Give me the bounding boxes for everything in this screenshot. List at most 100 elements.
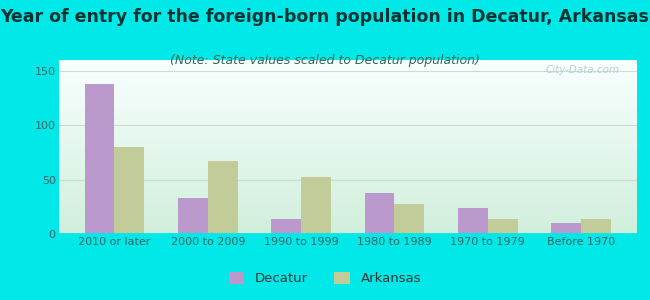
Bar: [58, 164, 637, 166]
Bar: [58, 70, 637, 72]
Bar: [58, 81, 637, 82]
Bar: [271, 219, 301, 234]
Bar: [58, 207, 637, 208]
Bar: [58, 208, 637, 210]
Bar: [58, 90, 637, 91]
Bar: [58, 119, 637, 120]
Bar: [58, 108, 637, 109]
Bar: [58, 171, 637, 172]
Bar: [58, 174, 637, 175]
Bar: [58, 199, 637, 200]
Bar: [58, 84, 637, 86]
Bar: [58, 115, 637, 116]
Bar: [58, 224, 637, 225]
Bar: [58, 202, 637, 203]
Bar: [58, 159, 637, 160]
Bar: [58, 87, 637, 88]
Bar: [58, 158, 637, 159]
Bar: [581, 219, 611, 234]
Bar: [58, 142, 637, 143]
Bar: [58, 210, 637, 211]
Bar: [58, 215, 637, 217]
Bar: [58, 106, 637, 108]
Bar: [58, 232, 637, 233]
Bar: [58, 156, 637, 158]
Bar: [58, 200, 637, 202]
Bar: [551, 223, 581, 234]
Bar: [58, 82, 637, 83]
Bar: [58, 181, 637, 182]
Bar: [58, 133, 637, 134]
Bar: [58, 161, 637, 162]
Bar: [58, 138, 637, 139]
Bar: [58, 160, 637, 161]
Bar: [58, 112, 637, 113]
Bar: [58, 155, 637, 156]
Bar: [58, 149, 637, 151]
Bar: [58, 175, 637, 176]
Bar: [58, 128, 637, 130]
Bar: [58, 167, 637, 168]
Bar: [58, 213, 637, 214]
Bar: [58, 220, 637, 221]
Bar: [58, 135, 637, 136]
Bar: [58, 75, 637, 76]
Bar: [58, 203, 637, 204]
Bar: [58, 194, 637, 195]
Bar: [58, 116, 637, 117]
Bar: [58, 196, 637, 197]
Bar: [58, 211, 637, 212]
Bar: [58, 197, 637, 198]
Bar: [58, 118, 637, 119]
Bar: [58, 188, 637, 189]
Bar: [58, 126, 637, 127]
Bar: [58, 184, 637, 185]
Bar: [58, 98, 637, 99]
Bar: [58, 190, 637, 191]
Bar: [58, 89, 637, 90]
Bar: [58, 74, 637, 75]
Bar: [58, 73, 637, 74]
Bar: [58, 218, 637, 219]
Bar: [58, 134, 637, 135]
Bar: [58, 146, 637, 147]
Bar: [58, 195, 637, 196]
Bar: [58, 192, 637, 194]
Bar: [458, 208, 488, 234]
Bar: [58, 130, 637, 131]
Bar: [58, 162, 637, 163]
Bar: [58, 183, 637, 184]
Bar: [58, 140, 637, 141]
Bar: [58, 168, 637, 169]
Bar: [58, 214, 637, 215]
Text: Year of entry for the foreign-born population in Decatur, Arkansas: Year of entry for the foreign-born popul…: [1, 8, 649, 26]
Bar: [58, 123, 637, 124]
Text: City-Data.com: City-Data.com: [545, 65, 619, 75]
Bar: [58, 166, 637, 167]
Bar: [58, 60, 637, 61]
Bar: [58, 222, 637, 224]
Bar: [58, 153, 637, 154]
Bar: [58, 67, 637, 68]
Bar: [58, 94, 637, 95]
Bar: [58, 131, 637, 132]
Bar: [178, 198, 208, 234]
Bar: [58, 230, 637, 232]
Bar: [58, 147, 637, 148]
Bar: [58, 113, 637, 115]
Bar: [58, 100, 637, 102]
Bar: [58, 227, 637, 228]
Bar: [58, 219, 637, 220]
Bar: [58, 120, 637, 122]
Text: (Note: State values scaled to Decatur population): (Note: State values scaled to Decatur po…: [170, 54, 480, 67]
Bar: [58, 61, 637, 62]
Bar: [58, 88, 637, 89]
Bar: [58, 172, 637, 174]
Bar: [58, 96, 637, 97]
Bar: [58, 66, 637, 67]
Bar: [58, 92, 637, 94]
Bar: [58, 185, 637, 186]
Bar: [58, 221, 637, 222]
Bar: [58, 178, 637, 179]
Bar: [58, 104, 637, 105]
